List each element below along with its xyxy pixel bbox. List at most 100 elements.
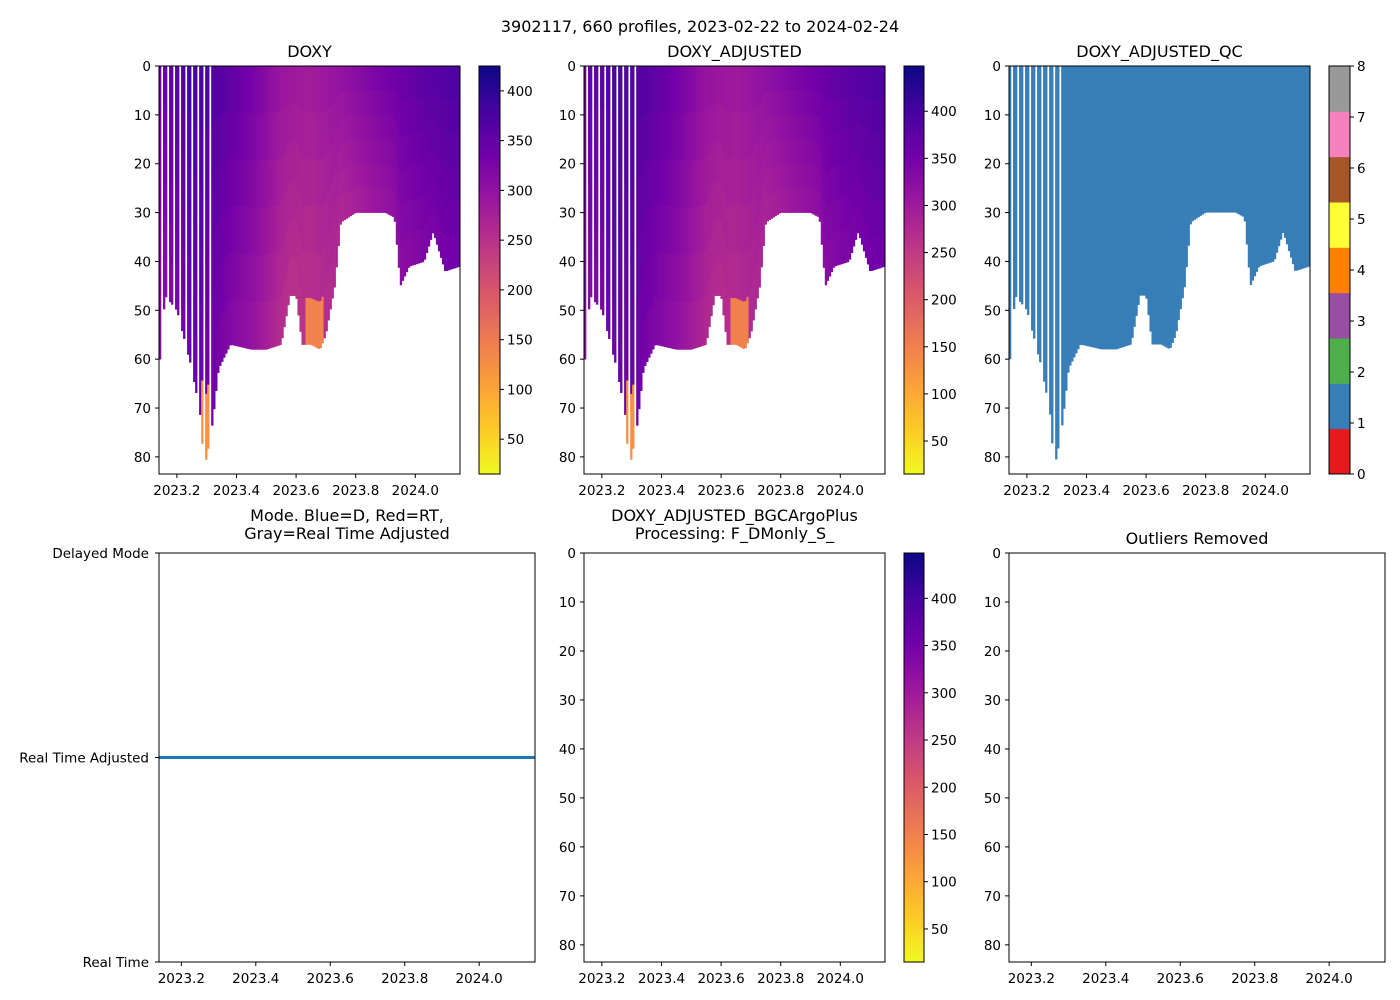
heatmap-cell — [748, 292, 751, 339]
heatmap-cell — [736, 298, 739, 346]
heatmap-cell — [221, 164, 224, 215]
colorbar-tick-label: 50 — [931, 434, 948, 450]
heatmap-cell — [207, 384, 210, 449]
heatmap-cell — [726, 158, 729, 206]
heatmap-cell — [746, 112, 749, 159]
heatmap-cell — [672, 254, 675, 302]
heatmap-cell — [281, 111, 284, 157]
colorbar-segment — [904, 723, 924, 728]
heatmap-cell — [395, 95, 399, 126]
colorbar-segment — [904, 222, 924, 227]
heatmap-cell — [407, 166, 411, 201]
heatmap-cell — [686, 302, 689, 350]
heatmap-cell — [187, 114, 190, 163]
heatmap-cell — [385, 139, 389, 165]
heatmap-cell — [638, 180, 641, 238]
heatmap-cell — [399, 138, 403, 176]
y-tick-label: 70 — [134, 401, 151, 417]
heatmap-cell — [860, 95, 864, 126]
heatmap-cell — [774, 165, 777, 192]
heatmap-cell — [243, 206, 246, 255]
heatmap-cell — [389, 90, 393, 117]
heatmap-cell — [279, 251, 282, 299]
qc-column — [1161, 66, 1164, 346]
heatmap-cell — [620, 120, 623, 176]
heatmap-cell — [618, 66, 621, 119]
heatmap-cell — [730, 251, 733, 299]
colorbar-tick-label: 4 — [1357, 263, 1366, 279]
heatmap-cell — [672, 160, 675, 208]
colorbar-segment — [904, 730, 924, 735]
colorbar-segment — [904, 740, 924, 745]
panel-mode: Mode. Blue=D, Red=RT,Gray=Real Time Adju… — [19, 506, 536, 987]
heatmap-cell — [441, 132, 445, 166]
qc-column — [1199, 66, 1202, 216]
heatmap-cell — [453, 166, 457, 201]
heatmap-cell — [784, 188, 787, 213]
heatmap-cell — [325, 110, 328, 155]
heatmap-cell — [349, 165, 352, 192]
heatmap-cell — [630, 197, 633, 264]
heatmap-cell — [355, 139, 358, 165]
heatmap-cell — [247, 66, 250, 114]
colorbar-segment — [904, 389, 924, 393]
heatmap-cell — [231, 298, 234, 346]
colorbar-segment — [904, 276, 924, 281]
heatmap-cell — [626, 254, 629, 318]
heatmap-cell — [269, 160, 272, 208]
heatmap-cell — [263, 207, 266, 256]
heatmap-cell — [696, 66, 699, 114]
qc-column — [1175, 66, 1178, 332]
heatmap-cell — [692, 113, 695, 161]
heatmap-cell — [365, 139, 368, 165]
qc-column — [1061, 66, 1064, 426]
heatmap-cell — [590, 104, 593, 144]
heatmap-cell — [235, 159, 238, 207]
heatmap-cell — [283, 109, 286, 154]
colorbar-segment — [904, 781, 924, 786]
heatmap-cell — [219, 165, 222, 217]
colorbar-segment — [479, 440, 500, 444]
heatmap-cell — [445, 168, 449, 203]
heatmap-cell — [800, 163, 804, 189]
heatmap-cell — [804, 66, 808, 91]
heatmap-cell — [700, 66, 703, 113]
heatmap-cell — [818, 169, 822, 196]
heatmap-cell — [852, 66, 856, 97]
heatmap-cell — [644, 66, 647, 117]
colorbar-segment — [904, 634, 924, 639]
qc-column — [1265, 66, 1269, 264]
heatmap-cell — [401, 137, 405, 174]
heatmap-cell — [217, 219, 220, 271]
qc-column — [1015, 66, 1018, 297]
heatmap-cell — [660, 252, 663, 300]
heatmap-cell — [758, 176, 761, 214]
colorbar-segment — [904, 856, 924, 861]
heatmap-cell — [291, 104, 294, 143]
heatmap-cell — [878, 133, 882, 168]
heatmap-cell — [247, 113, 250, 161]
qc-column — [1073, 66, 1076, 358]
heatmap-cell — [175, 66, 178, 107]
heatmap-cell — [878, 99, 882, 134]
heatmap-cell — [245, 207, 248, 255]
heatmap-cell — [319, 300, 322, 349]
heatmap-cell — [594, 262, 597, 303]
colorbar-segment — [479, 460, 500, 465]
heatmap-cell — [243, 112, 246, 161]
qc-column — [1121, 66, 1124, 348]
heatmap-cell — [359, 139, 362, 165]
heatmap-cell — [293, 104, 296, 143]
heatmap-cell — [417, 197, 421, 231]
heatmap-cell — [217, 321, 220, 373]
qc-column — [1131, 66, 1134, 338]
heatmap-cell — [648, 260, 651, 310]
x-tick-label: 2023.4 — [213, 483, 260, 499]
heatmap-cell — [668, 112, 671, 161]
colorbar-segment — [904, 839, 924, 844]
heatmap-cell — [239, 159, 242, 207]
heatmap-cell — [261, 66, 264, 114]
colorbar-segment — [904, 914, 924, 919]
heatmap-cell — [317, 207, 320, 255]
colorbar-segment — [904, 774, 924, 779]
